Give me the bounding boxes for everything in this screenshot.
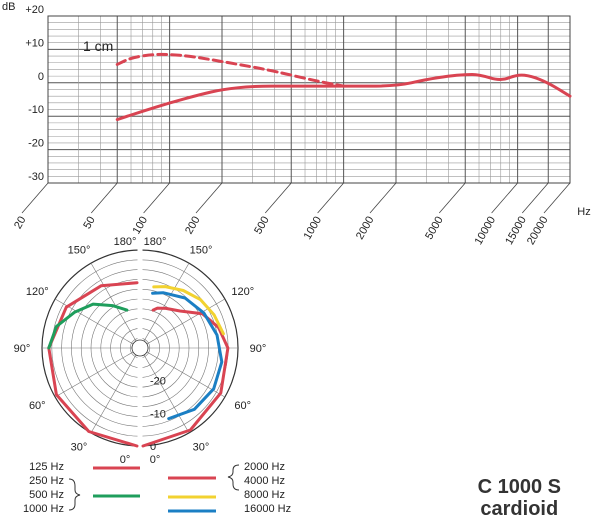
angle-label-right: 150°	[190, 244, 213, 256]
x-tick-mark	[521, 182, 549, 214]
response-curve-proximity	[115, 52, 346, 88]
y-tick-label: -20	[28, 138, 44, 150]
model-name: C 1000 S	[477, 476, 561, 498]
x-tick-label: 2000	[354, 215, 377, 242]
y-tick-label: -30	[28, 171, 44, 183]
legend-label-left: 1000 Hz	[23, 503, 64, 515]
angle-label-right: 120°	[231, 286, 254, 298]
legend-label-right: 2000 Hz	[244, 461, 285, 473]
x-tick-mark	[90, 182, 118, 214]
annotation-1cm: 1 cm	[83, 38, 113, 54]
x-tick-label: 1000	[302, 215, 325, 242]
polar-curve	[152, 285, 225, 336]
product-label: C 1000 S cardioid	[478, 476, 561, 520]
legend-label-left: 500 Hz	[29, 489, 64, 501]
y-tick-label: +20	[25, 4, 44, 16]
polar-curve	[47, 302, 129, 350]
y-tick-label: -10	[28, 104, 44, 116]
polar-legend: 125 Hz 250 Hz 500 Hz 1000 Hz 2000 Hz 4000 Hz 8…	[23, 461, 291, 515]
angle-label-right: 0°	[150, 454, 161, 466]
angle-label-left: 120°	[26, 286, 49, 298]
angle-label-left: 0°	[120, 454, 131, 466]
angle-label-right: 90°	[250, 343, 267, 355]
legend-label-left: 250 Hz	[29, 475, 64, 487]
x-tick-mark	[317, 182, 344, 214]
x-tick-label: 50	[81, 215, 98, 232]
polar-curve	[141, 306, 230, 448]
x-tick-mark	[195, 182, 223, 214]
angle-label-left: 30°	[71, 442, 88, 454]
angle-label-right: 60°	[234, 400, 251, 412]
x-tick-label: 200	[183, 215, 203, 237]
x-tick-mark	[491, 182, 518, 214]
y-tick-label: 0	[38, 71, 44, 83]
pattern-name: cardioid	[480, 498, 559, 520]
x-tick-label: 100	[131, 215, 151, 237]
angle-label-left: 180°	[114, 236, 137, 248]
angle-label-left: 150°	[68, 244, 91, 256]
legend-label-right: 8000 Hz	[244, 489, 285, 501]
x-tick-mark	[21, 182, 49, 214]
polar-curve	[151, 291, 224, 421]
x-tick-label: 20000	[525, 215, 551, 247]
x-axis-unit: Hz	[577, 206, 590, 218]
legend-brace-left	[68, 478, 81, 511]
radial-label: -10	[150, 408, 166, 420]
radial-label: -20	[150, 376, 166, 388]
legend-label-right: 16000 Hz	[244, 503, 291, 515]
y-tick-label: +10	[25, 37, 44, 49]
response-curve	[115, 72, 572, 122]
x-tick-mark	[143, 182, 170, 214]
x-tick-mark	[438, 182, 466, 214]
x-tick-label: 5000	[423, 215, 446, 242]
x-tick-mark	[264, 182, 292, 214]
x-tick-label: 10000	[473, 215, 499, 247]
polar-hub	[131, 339, 149, 357]
angle-label-left: 90°	[14, 343, 31, 355]
y-axis-unit: dB	[2, 1, 15, 13]
x-tick-mark	[543, 182, 571, 214]
angle-label-right: 30°	[193, 442, 210, 454]
x-tick-mark	[369, 182, 397, 214]
x-tick-label: 20	[12, 215, 29, 232]
polar-pattern-chart: 180° 180° 150° 150° 120° 120° 90° 90° 60° 60° 30° 3…	[14, 236, 267, 466]
legend-label-left: 125 Hz	[29, 461, 64, 473]
legend-label-right: 4000 Hz	[244, 475, 285, 487]
plot-frame	[47, 15, 571, 184]
radial-label: 0	[150, 441, 156, 453]
angle-label-right: 180°	[144, 236, 167, 248]
frequency-response-chart: 20 50 100 200 500 1000 2000 5000 10000 1500020000…	[2, 1, 591, 247]
legend-brace-right	[227, 464, 240, 491]
x-tick-label: 500	[252, 215, 272, 237]
angle-label-left: 60°	[29, 400, 46, 412]
